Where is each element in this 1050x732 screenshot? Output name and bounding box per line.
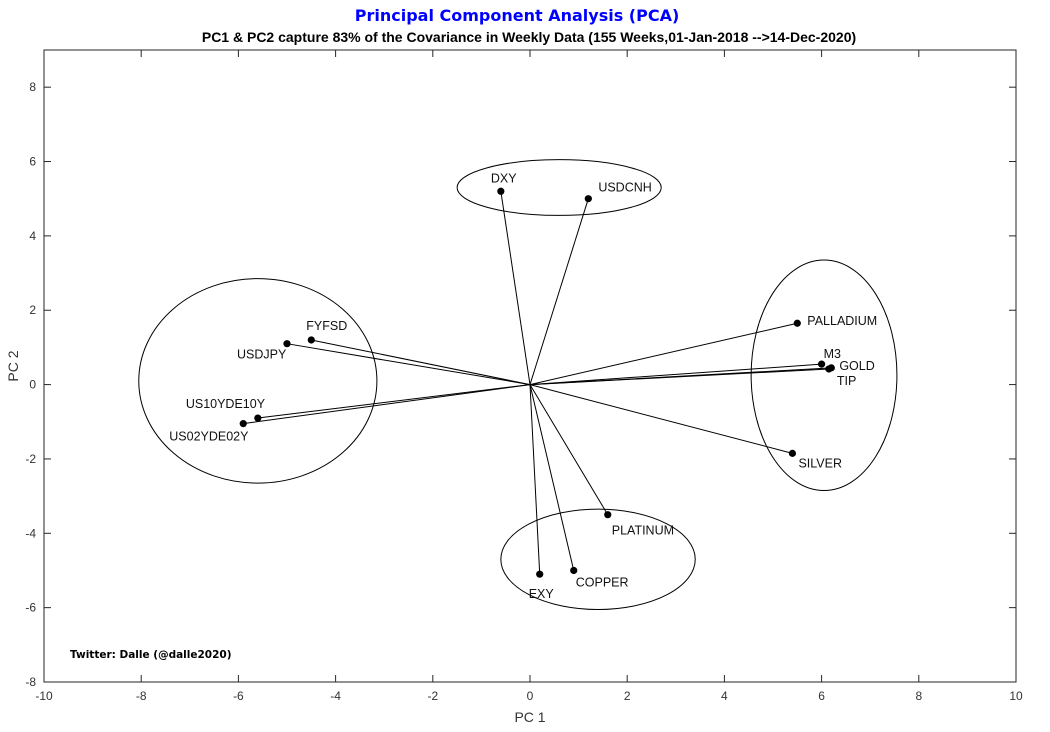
cluster-ellipses	[138, 159, 898, 611]
point-labels: DXY USDCNH FYFSD USDJPY US10YDE10Y US02YDE02Y…	[169, 171, 877, 601]
cluster-ellipse	[500, 508, 696, 611]
y-tick-label: 6	[29, 155, 36, 169]
x-tick-label: 2	[624, 689, 631, 703]
cluster-ellipse	[138, 278, 378, 484]
y-tick-label: -4	[25, 526, 36, 540]
x-tick-label: 6	[818, 689, 825, 703]
point-us10yde10y	[254, 414, 262, 422]
label-platinum: PLATINUM	[612, 524, 674, 538]
point-m3	[818, 360, 826, 368]
chart-title: Principal Component Analysis (PCA)	[355, 6, 680, 25]
label-usdjpy: USDJPY	[237, 348, 287, 362]
point-tip	[825, 365, 833, 373]
label-copper: COPPER	[576, 575, 629, 589]
vector-copper	[529, 384, 575, 571]
x-tick-label: -8	[136, 689, 147, 703]
label-fyfsd: FYFSD	[306, 319, 347, 333]
point-fyfsd	[307, 336, 315, 344]
vector-tip	[529, 368, 829, 386]
vector-platinum	[529, 384, 609, 515]
y-tick-label: 4	[29, 229, 36, 243]
y-axis-label: PC 2	[5, 350, 21, 381]
y-tick-label: 2	[29, 303, 36, 317]
vector-usdcnh	[529, 198, 589, 385]
label-us02yde02y: US02YDE02Y	[169, 430, 249, 444]
label-gold: GOLD	[839, 359, 874, 373]
point-dxy	[497, 187, 505, 195]
label-exy: EXY	[529, 587, 555, 601]
vector-fyfsd	[311, 339, 531, 386]
cluster-ellipse	[456, 159, 662, 216]
x-tick-label: 8	[915, 689, 922, 703]
vector-palladium	[529, 322, 798, 386]
label-m3: M3	[824, 347, 841, 361]
vector-exy	[529, 384, 541, 575]
loading-vectors	[243, 191, 832, 575]
label-palladium: PALLADIUM	[807, 314, 877, 328]
x-tick-label: 10	[1009, 689, 1023, 703]
vector-usdjpy	[286, 343, 531, 386]
vector-us02yde02y	[243, 384, 531, 425]
x-tick-label: 4	[721, 689, 728, 703]
x-axis-ticks: -10 -8 -6 -4 -2 0 2 4 6 8 10	[35, 50, 1023, 703]
point-copper	[570, 566, 578, 575]
cluster-ellipse	[750, 259, 898, 492]
x-tick-label: 0	[527, 689, 534, 703]
x-axis-label: PC 1	[514, 709, 545, 725]
data-points	[239, 187, 835, 578]
point-usdjpy	[283, 340, 291, 348]
point-platinum	[604, 511, 612, 519]
y-tick-label: -6	[25, 601, 36, 615]
point-us02yde02y	[239, 420, 247, 428]
y-tick-label: -8	[25, 675, 36, 689]
twitter-credit: Twitter: Dalle (@dalle2020)	[70, 649, 232, 661]
point-usdcnh	[584, 195, 592, 203]
vector-dxy	[500, 191, 531, 385]
point-silver	[788, 449, 797, 457]
label-tip: TIP	[837, 374, 856, 388]
label-usdcnh: USDCNH	[598, 181, 651, 195]
y-tick-label: 8	[29, 80, 36, 94]
x-tick-label: -2	[427, 689, 438, 703]
x-tick-label: -4	[330, 689, 341, 703]
vector-m3	[529, 363, 822, 386]
point-exy	[536, 570, 544, 578]
point-palladium	[793, 319, 801, 327]
label-us10yde10y: US10YDE10Y	[186, 397, 266, 411]
vector-silver	[529, 384, 793, 454]
y-axis-ticks: -8 -6 -4 -2 0 2 4 6 8	[25, 80, 1016, 689]
vector-us10yde10y	[257, 384, 531, 419]
y-tick-label: 0	[29, 378, 36, 392]
chart-subtitle: PC1 & PC2 capture 83% of the Covariance …	[202, 29, 856, 45]
x-tick-label: -6	[233, 689, 244, 703]
label-dxy: DXY	[491, 171, 517, 185]
x-tick-label: -10	[35, 689, 53, 703]
label-silver: SILVER	[798, 456, 842, 470]
y-tick-label: -2	[25, 452, 36, 466]
